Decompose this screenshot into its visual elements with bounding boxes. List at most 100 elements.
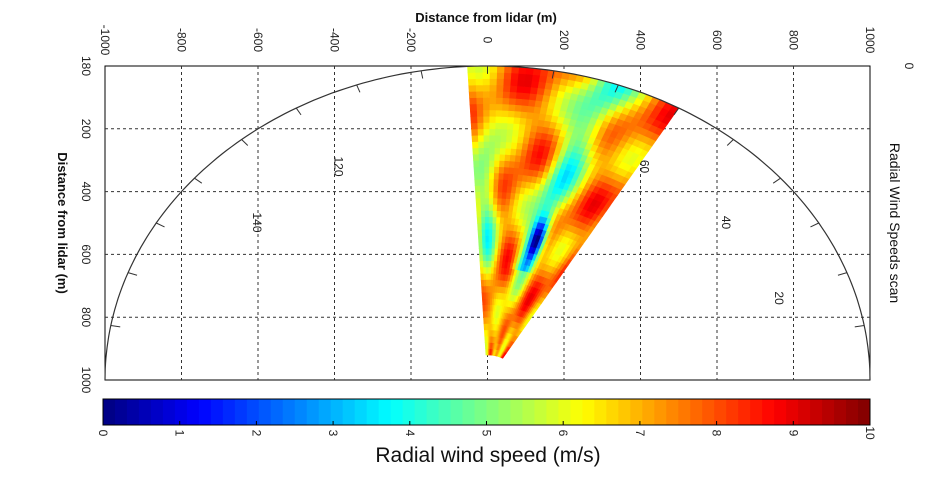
scan-cell-31-25 — [493, 153, 500, 161]
angle-label-4: 40 — [719, 216, 733, 230]
scan-cell-41-29 — [468, 90, 477, 99]
scan-cell-39-22 — [514, 104, 522, 112]
scan-sector — [467, 65, 680, 359]
scan-cell-2-29 — [484, 335, 487, 343]
scan-cell-13-29 — [479, 266, 484, 274]
scan-cell-34-22 — [510, 135, 519, 143]
range-ring — [104, 65, 871, 381]
x-tick-label-6: 200 — [557, 30, 571, 50]
scan-cell-15-25 — [490, 254, 495, 262]
scan-cell-43-21 — [523, 79, 532, 88]
scan-cell-30-28 — [478, 159, 485, 167]
scan-cell-40-29 — [469, 97, 477, 105]
ring-tick-140 — [194, 177, 203, 184]
scan-cell-33-28 — [477, 141, 484, 149]
colorbar-segment-34 — [510, 399, 523, 425]
scan-cell-44-20 — [531, 74, 541, 82]
scan-cell-43-26 — [489, 78, 497, 86]
colorbar-segment-28 — [438, 399, 452, 425]
scan-cell-37-29 — [470, 116, 478, 124]
colorbar-segment-61 — [834, 399, 847, 425]
scan-cell-10-26 — [487, 285, 491, 293]
scan-cell-11-26 — [487, 279, 491, 287]
scan-cell-38-29 — [469, 109, 478, 117]
y-axis-label: Distance from lidar (m) — [55, 152, 70, 294]
scan-cell-40-27 — [482, 97, 490, 104]
scan-cell-33-26 — [488, 141, 495, 149]
colorbar-segment-52 — [726, 399, 739, 425]
scan-cell-39-26 — [488, 103, 497, 111]
scan-cell-28-25 — [493, 172, 499, 180]
scan-cell-44-27 — [481, 72, 490, 79]
angle-label-6: 0 — [902, 63, 916, 70]
colorbar — [102, 398, 871, 426]
scan-cell-43-23 — [509, 78, 518, 87]
scan-cell-37-23 — [506, 116, 515, 124]
scan-cell-27-27 — [483, 178, 490, 186]
scan-cell-27-28 — [479, 178, 485, 186]
scan-cell-26-29 — [474, 185, 481, 193]
scan-cell-23-24 — [496, 203, 502, 212]
scan-cell-31-28 — [478, 153, 485, 161]
colorbar-segment-60 — [822, 399, 835, 425]
scan-cell-16-26 — [487, 247, 492, 255]
y-tick-label-5: 1000 — [79, 367, 93, 394]
scan-cell-35-23 — [505, 128, 513, 137]
colorbar-tick-label-9: 9 — [786, 430, 800, 437]
scan-cell-36-22 — [512, 123, 520, 131]
scan-cell-24-24 — [496, 197, 502, 205]
colorbar-segment-58 — [798, 399, 811, 425]
colorbar-segment-8 — [198, 399, 212, 425]
colorbar-segment-57 — [786, 399, 799, 425]
scan-cell-27-29 — [474, 178, 480, 186]
x-tick-label-0: -1000 — [98, 25, 112, 56]
x-tick-labels: -1000 -800 -600 -400 -200 0 200 400 600 800 1000 — [98, 25, 877, 56]
scan-cell-20-27 — [484, 222, 489, 230]
scan-cell-29-25 — [493, 166, 500, 174]
scan-cell-44-19 — [538, 74, 548, 83]
scan-cell-43-27 — [482, 78, 490, 86]
colorbar-segment-42 — [606, 399, 619, 425]
colorbar-segment-12 — [246, 399, 260, 425]
scan-cell-39-25 — [495, 103, 503, 111]
scan-cell-32-24 — [499, 147, 506, 155]
scan-cell-29-22 — [507, 166, 515, 175]
scan-cell-36-27 — [482, 122, 490, 130]
angle-label-2: 120 — [332, 156, 346, 176]
y-tick-label-2: 400 — [79, 182, 93, 202]
scan-cell-20-26 — [488, 222, 493, 230]
scan-cell-38-26 — [488, 109, 496, 117]
scan-cell-39-27 — [482, 103, 490, 111]
scan-cell-34-28 — [477, 134, 484, 142]
colorbar-segment-45 — [642, 399, 655, 425]
ring-tick-110 — [356, 84, 361, 93]
scan-cell-37-25 — [494, 115, 502, 124]
scan-cell-42-20 — [529, 86, 538, 95]
colorbar-tick-label-5: 5 — [480, 430, 494, 437]
scan-cell-25-27 — [483, 191, 490, 199]
scan-cell-11-29 — [480, 279, 485, 287]
scan-cell-38-28 — [476, 109, 484, 117]
colorbar-segment-16 — [294, 399, 308, 425]
scan-cell-17-27 — [484, 241, 489, 249]
scan-cell-33-27 — [483, 141, 490, 149]
scan-cell-22-27 — [484, 210, 489, 217]
scan-cell-41-22 — [515, 91, 524, 100]
scan-cell-29-24 — [498, 166, 505, 174]
ring-tick-100 — [420, 70, 424, 79]
colorbar-segment-39 — [570, 399, 583, 425]
scan-cell-44-24 — [503, 72, 512, 80]
scan-cell-35-28 — [477, 128, 484, 136]
scan-cell-15-26 — [487, 254, 492, 262]
scan-cell-31-21 — [514, 154, 521, 163]
scan-cell-36-21 — [518, 123, 526, 131]
scan-cell-35-27 — [482, 128, 490, 136]
colorbar-segment-33 — [498, 399, 511, 425]
scan-cell-15-29 — [479, 254, 484, 262]
scan-cell-1-29 — [484, 341, 487, 349]
scan-cell-32-29 — [472, 147, 479, 155]
scan-cell-26-24 — [497, 185, 503, 193]
scan-cell-41-27 — [482, 90, 490, 98]
colorbar-tick-label-2: 2 — [249, 430, 263, 437]
